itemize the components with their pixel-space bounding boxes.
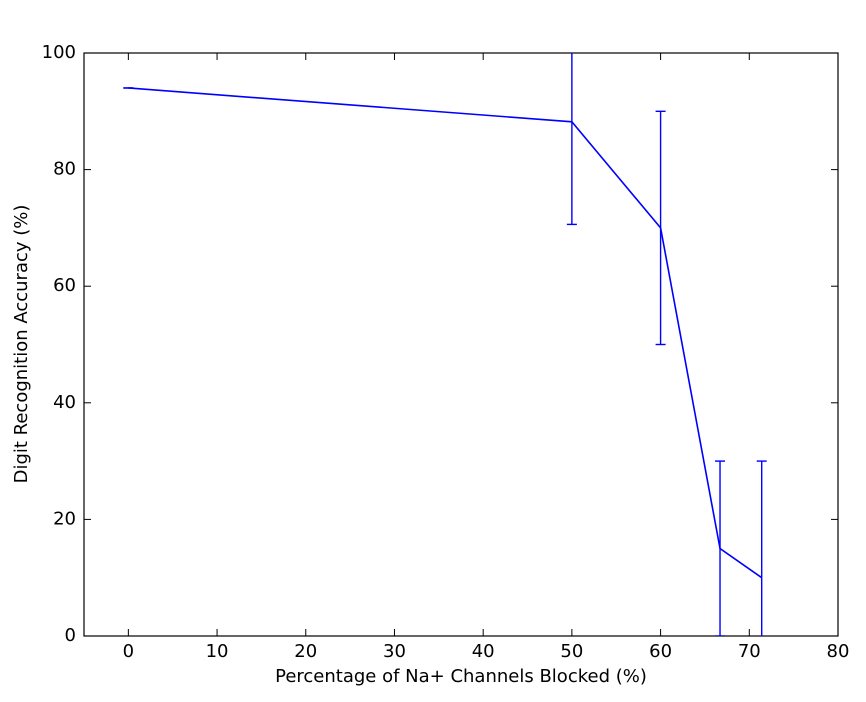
x-tick-label: 0	[123, 641, 134, 662]
x-tick-label: 40	[472, 641, 495, 662]
x-tick-label: 80	[827, 641, 850, 662]
plot-layer	[123, 53, 767, 636]
y-tick-label: 20	[53, 508, 76, 529]
x-tick-label: 70	[738, 641, 761, 662]
x-tick-label: 60	[649, 641, 672, 662]
x-tick-label: 30	[383, 641, 406, 662]
error-bar	[655, 110, 666, 346]
error-bar	[566, 53, 577, 226]
y-axis-label: Digit Recognition Accuracy (%)	[11, 205, 32, 484]
y-tick-label: 60	[53, 275, 76, 296]
y-tick-label: 100	[42, 42, 76, 63]
x-tick-label: 50	[560, 641, 583, 662]
y-tick-label: 40	[53, 392, 76, 413]
error-bar	[756, 460, 767, 636]
error-bar	[715, 460, 726, 636]
plot-frame	[83, 52, 839, 637]
x-tick-label: 10	[206, 641, 229, 662]
x-axis-label: Percentage of Na+ Channels Blocked (%)	[275, 666, 647, 687]
x-tick-label: 20	[294, 641, 317, 662]
y-tick-label: 0	[65, 625, 76, 646]
y-tick-label: 80	[53, 159, 76, 180]
